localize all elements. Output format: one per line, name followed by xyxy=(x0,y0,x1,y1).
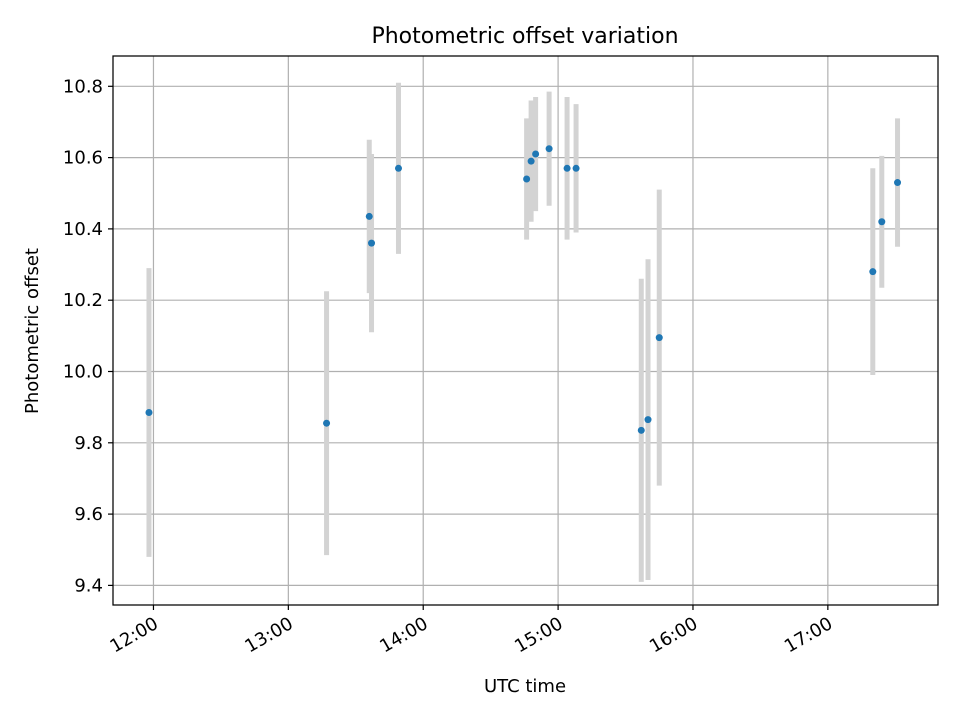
y-tick-label: 10.4 xyxy=(63,219,103,240)
y-tick-label: 9.4 xyxy=(74,575,103,596)
y-axis-label: Photometric offset xyxy=(22,248,43,414)
data-point xyxy=(323,419,331,427)
x-axis-label: UTC time xyxy=(484,676,566,697)
data-point xyxy=(894,179,902,187)
data-point xyxy=(869,268,877,276)
data-point xyxy=(532,150,540,158)
data-point xyxy=(145,408,153,416)
y-tick-label: 10.8 xyxy=(63,76,103,97)
data-point xyxy=(527,157,535,165)
y-tick-label: 10.0 xyxy=(63,361,103,382)
data-point xyxy=(572,164,580,172)
chart-title: Photometric offset variation xyxy=(371,24,678,49)
data-point xyxy=(644,416,652,424)
y-tick-label: 9.6 xyxy=(74,504,103,525)
plot-area-frame xyxy=(112,55,939,606)
data-point xyxy=(563,164,571,172)
data-point xyxy=(878,218,886,226)
y-tick-label: 9.8 xyxy=(74,433,103,454)
data-point xyxy=(368,239,376,247)
y-tick-label: 10.6 xyxy=(63,148,103,169)
data-point xyxy=(637,426,645,434)
data-point xyxy=(545,145,553,153)
data-point xyxy=(365,212,373,220)
data-point xyxy=(523,175,531,183)
data-points xyxy=(145,145,902,434)
data-point xyxy=(394,164,402,172)
y-axis-ticks: 9.4 9.6 9.8 10.0 10.2 10.4 10.6 10.8 xyxy=(63,76,113,596)
data-point xyxy=(655,334,663,342)
y-tick-label: 10.2 xyxy=(63,290,103,311)
